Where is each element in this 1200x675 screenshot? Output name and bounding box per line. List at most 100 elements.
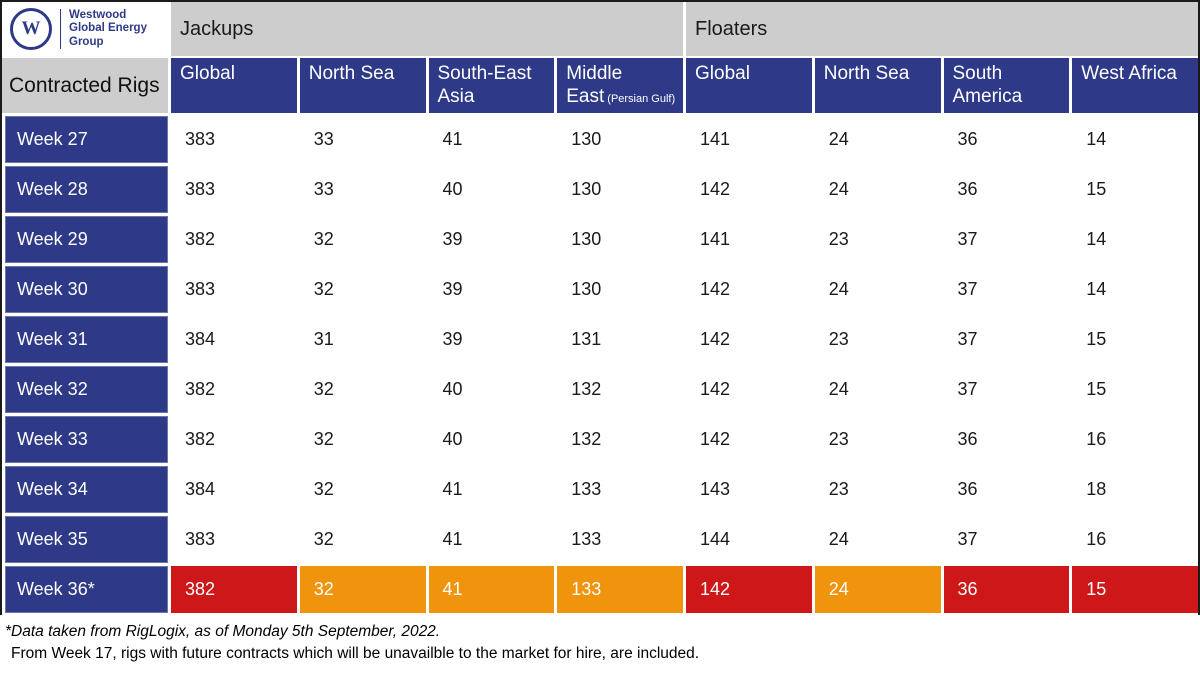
value-cell: 33 xyxy=(299,116,426,163)
value-cell: 37 xyxy=(943,266,1070,313)
value-cell: 33 xyxy=(299,166,426,213)
column-header-label: North Sea xyxy=(823,63,910,84)
value-cell: 144 xyxy=(686,516,812,563)
value-cell: 15 xyxy=(1072,566,1198,613)
value-cell: 383 xyxy=(171,516,297,563)
brand-name-line: Westwood xyxy=(69,8,127,21)
value-cell: 384 xyxy=(171,316,297,363)
value-cell: 39 xyxy=(428,266,555,313)
table-row: Week 29 382 32 39 130 141 23 37 14 xyxy=(2,216,1198,263)
value-cell: 130 xyxy=(557,116,683,163)
value-cell: 41 xyxy=(428,116,555,163)
value-cell: 39 xyxy=(428,216,555,263)
value-cell: 40 xyxy=(428,416,555,463)
value-cell: 23 xyxy=(814,466,941,513)
value-cell: 39 xyxy=(428,316,555,363)
column-header-label: Global xyxy=(180,63,235,84)
row-label: Week 30 xyxy=(5,266,168,313)
value-cell: 384 xyxy=(171,466,297,513)
value-cell: 382 xyxy=(171,416,297,463)
column-header-jackups-north-sea: North Sea xyxy=(299,58,426,113)
table-body: Week 27 383 33 41 130 141 24 36 14 Week 28 383 33 40… xyxy=(2,116,1198,613)
value-cell: 142 xyxy=(686,316,812,363)
column-header-suffix: (Persian Gulf) xyxy=(607,93,676,106)
table-row: Week 31 384 31 39 131 142 23 37 15 xyxy=(2,316,1198,363)
table-row: Week 30 383 32 39 130 142 24 37 14 xyxy=(2,266,1198,313)
column-header-jackups-south-east-asia: South-East Asia xyxy=(428,58,555,113)
brand-logo: W Westwood Global Energy Group xyxy=(2,2,168,56)
value-cell: 32 xyxy=(299,366,426,413)
column-header-label: Middle East xyxy=(566,63,623,108)
brand-name: Westwood Global Energy Group xyxy=(69,9,147,50)
row-label: Week 35 xyxy=(5,516,168,563)
value-cell: 24 xyxy=(814,566,941,613)
value-cell: 142 xyxy=(686,366,812,413)
logo-divider xyxy=(60,9,61,49)
column-header-label: North Sea xyxy=(308,63,395,84)
value-cell: 40 xyxy=(428,366,555,413)
value-cell: 31 xyxy=(299,316,426,363)
value-cell: 133 xyxy=(557,516,683,563)
value-cell: 32 xyxy=(299,466,426,513)
value-cell: 24 xyxy=(814,166,941,213)
value-cell: 382 xyxy=(171,216,297,263)
column-header-label: South-East Asia xyxy=(437,63,532,108)
westwood-logo-icon: W xyxy=(10,8,52,50)
column-header-floaters-global: Global xyxy=(686,58,812,113)
table-row: Week 34 384 32 41 133 143 23 36 18 xyxy=(2,466,1198,513)
value-cell: 36 xyxy=(943,116,1070,163)
value-cell: 37 xyxy=(943,516,1070,563)
row-label: Week 36* xyxy=(5,566,168,613)
value-cell: 142 xyxy=(686,416,812,463)
value-cell: 16 xyxy=(1072,516,1198,563)
value-cell: 141 xyxy=(686,216,812,263)
value-cell: 32 xyxy=(299,266,426,313)
value-cell: 24 xyxy=(814,266,941,313)
value-cell: 36 xyxy=(943,566,1070,613)
column-header-jackups-global: Global xyxy=(171,58,297,113)
row-label: Week 34 xyxy=(5,466,168,513)
value-cell: 32 xyxy=(299,516,426,563)
value-cell: 40 xyxy=(428,166,555,213)
value-cell: 37 xyxy=(943,316,1070,363)
value-cell: 16 xyxy=(1072,416,1198,463)
value-cell: 41 xyxy=(428,466,555,513)
value-cell: 133 xyxy=(557,566,683,613)
footnote-note: From Week 17, rigs with future contracts… xyxy=(11,645,700,662)
value-cell: 23 xyxy=(814,316,941,363)
value-cell: 24 xyxy=(814,116,941,163)
column-header-row: Contracted Rigs Global North Sea South-Eas… xyxy=(2,58,1198,113)
footnotes: *Data taken from RigLogix, as of Monday … xyxy=(0,615,1200,663)
brand-name-line: Global Energy xyxy=(69,22,147,35)
value-cell: 18 xyxy=(1072,466,1198,513)
row-label: Week 32 xyxy=(5,366,168,413)
column-header-label: South America xyxy=(952,63,1023,108)
table-row: Week 36* 382 32 41 133 142 24 36 15 xyxy=(2,566,1198,613)
column-header-floaters-north-sea: North Sea xyxy=(814,58,941,113)
value-cell: 14 xyxy=(1072,116,1198,163)
row-label: Week 29 xyxy=(5,216,168,263)
value-cell: 41 xyxy=(428,566,555,613)
table-row: Week 27 383 33 41 130 141 24 36 14 xyxy=(2,116,1198,163)
value-cell: 32 xyxy=(299,566,426,613)
value-cell: 142 xyxy=(686,566,812,613)
table-row: Week 35 383 32 41 133 144 24 37 16 xyxy=(2,516,1198,563)
value-cell: 132 xyxy=(557,366,683,413)
value-cell: 14 xyxy=(1072,216,1198,263)
value-cell: 130 xyxy=(557,266,683,313)
value-cell: 41 xyxy=(428,516,555,563)
corner-label: Contracted Rigs xyxy=(2,58,168,113)
logo-monogram: W xyxy=(21,18,41,39)
brand-name-line: Group xyxy=(69,35,104,48)
value-cell: 143 xyxy=(686,466,812,513)
row-label: Week 33 xyxy=(5,416,168,463)
value-cell: 133 xyxy=(557,466,683,513)
value-cell: 37 xyxy=(943,366,1070,413)
value-cell: 37 xyxy=(943,216,1070,263)
column-header-floaters-west-africa: West Africa xyxy=(1072,58,1198,113)
footnote-source: *Data taken from RigLogix, as of Monday … xyxy=(5,623,441,640)
column-header-floaters-south-america: South America xyxy=(943,58,1070,113)
value-cell: 24 xyxy=(814,366,941,413)
value-cell: 24 xyxy=(814,516,941,563)
value-cell: 36 xyxy=(943,416,1070,463)
